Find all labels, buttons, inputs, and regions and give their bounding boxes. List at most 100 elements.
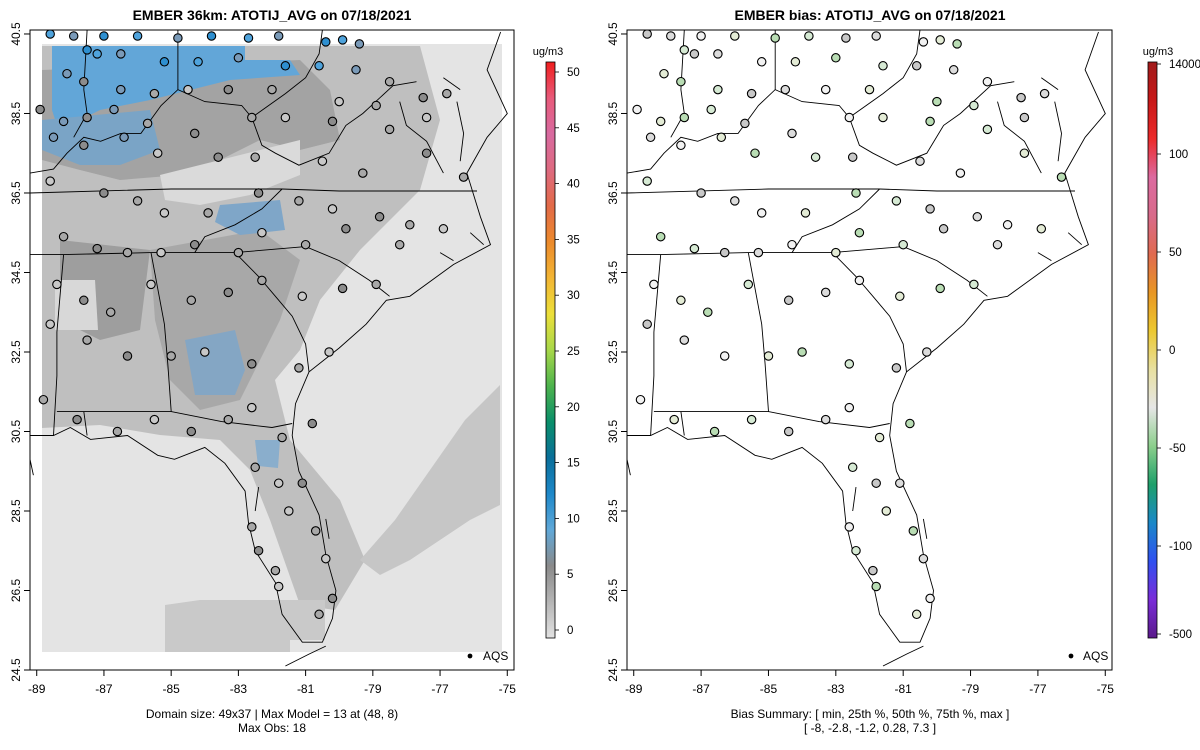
aqs-site-marker xyxy=(314,609,324,620)
bias-site-marker xyxy=(679,112,690,123)
x-tick-label: -83 xyxy=(230,682,248,696)
aqs-site-marker xyxy=(253,188,264,198)
aqs-site-marker xyxy=(273,31,284,41)
aqs-site-marker xyxy=(152,148,163,158)
state-border-line xyxy=(627,30,921,174)
y-tick-label: 36.5 xyxy=(606,181,620,205)
aqs-site-marker xyxy=(132,31,143,41)
bias-site-marker xyxy=(756,208,767,218)
bias-site-marker xyxy=(642,30,652,39)
model-dark-south xyxy=(150,230,300,410)
right-plot-frame xyxy=(626,29,1113,671)
coastline-detail xyxy=(1041,77,1059,90)
bias-site-marker xyxy=(1036,224,1047,234)
bias-site-marker xyxy=(878,112,888,123)
bias-site-marker xyxy=(831,53,841,63)
bias-site-marker xyxy=(659,68,669,79)
bias-site-marker xyxy=(854,227,865,238)
bias-site-marker xyxy=(730,196,740,206)
aqs-site-marker xyxy=(142,118,153,129)
bias-site-marker xyxy=(932,96,942,107)
y-tick-label: 38.5 xyxy=(606,101,620,125)
bias-site-marker xyxy=(918,553,929,564)
y-tick-label: 24.5 xyxy=(9,658,23,682)
right-colorbar-ramp xyxy=(1147,61,1158,639)
aqs-site-marker xyxy=(297,291,308,302)
colorbar-tick-label: 50 xyxy=(567,67,580,79)
y-tick-label: 38.5 xyxy=(9,101,23,125)
bias-site-marker xyxy=(820,287,831,298)
aqs-site-marker xyxy=(280,61,291,71)
aqs-site-marker xyxy=(247,402,257,413)
coastline-detail xyxy=(456,101,465,162)
x-tick-label: -85 xyxy=(760,682,778,696)
state-border-line xyxy=(832,252,907,372)
aqs-site-marker xyxy=(112,426,123,437)
bias-site-marker xyxy=(935,283,945,294)
aqs-site-marker xyxy=(334,96,344,107)
aqs-site-marker xyxy=(206,31,217,41)
bias-site-marker xyxy=(783,295,794,306)
colorbar-tick-label: 15 xyxy=(567,458,580,470)
aqs-site-marker xyxy=(166,351,176,361)
bias-site-marker xyxy=(649,279,659,290)
coastline-detail xyxy=(922,518,928,539)
aqs-site-marker xyxy=(317,156,328,166)
bias-site-marker xyxy=(719,247,730,258)
y-tick-label: 34.5 xyxy=(9,260,23,284)
bias-site-marker xyxy=(935,35,945,45)
bias-site-marker xyxy=(895,478,905,488)
bias-site-marker xyxy=(797,347,807,357)
bias-site-marker xyxy=(635,394,646,405)
aqs-site-marker xyxy=(371,100,381,111)
aqs-site-marker xyxy=(52,279,62,290)
aqs-site-marker xyxy=(223,287,234,298)
aqs-site-marker xyxy=(193,57,203,67)
aqs-site-marker xyxy=(35,104,45,115)
x-tick-label: -89 xyxy=(28,682,46,696)
bias-site-marker xyxy=(810,152,821,162)
bias-site-marker xyxy=(874,432,885,443)
bias-site-marker xyxy=(655,231,666,242)
aqs-site-marker xyxy=(79,295,89,306)
aqs-site-marker xyxy=(92,243,102,254)
aqs-site-marker xyxy=(92,49,102,59)
left-colorbar-unit: ug/m3 xyxy=(533,46,564,58)
bias-site-marker xyxy=(719,351,730,361)
aqs-site-marker xyxy=(38,394,49,405)
bias-site-marker xyxy=(854,275,865,286)
state-border-line xyxy=(747,252,769,412)
bias-site-marker xyxy=(679,45,690,55)
aqs-site-marker xyxy=(321,553,331,564)
aqs-site-marker xyxy=(273,581,284,592)
bias-site-marker xyxy=(1039,88,1050,99)
aqs-site-marker xyxy=(173,33,183,43)
aqs-site-marker xyxy=(79,140,89,151)
aqs-site-marker xyxy=(156,247,166,258)
bias-site-marker xyxy=(676,140,686,151)
aqs-site-marker xyxy=(189,239,200,250)
bias-site-marker xyxy=(831,247,841,258)
bias-site-marker xyxy=(911,609,922,620)
aqs-site-marker xyxy=(324,347,334,357)
state-border-line xyxy=(653,411,890,428)
model-blue-west xyxy=(42,110,160,165)
x-tick-label: -79 xyxy=(364,682,382,696)
y-tick-label: 40.5 xyxy=(606,22,620,46)
aqs-site-marker xyxy=(247,522,257,532)
bias-site-marker xyxy=(992,239,1003,250)
aqs-site-marker xyxy=(48,132,59,143)
aqs-site-marker xyxy=(79,76,89,87)
right-footer-line2: [ -8, -2.8, -1.2, 0.28, 7.3 ] xyxy=(804,721,936,735)
state-border-line xyxy=(30,31,508,643)
x-tick-label: -85 xyxy=(162,682,180,696)
aqs-site-marker xyxy=(62,68,72,79)
bias-site-marker xyxy=(871,478,881,488)
state-border-line xyxy=(56,411,293,428)
state-border-line xyxy=(194,188,283,253)
bias-site-marker xyxy=(908,526,919,536)
x-tick-label: -77 xyxy=(431,682,449,696)
aqs-site-marker xyxy=(223,414,234,425)
colorbar-tick-label: 40 xyxy=(567,179,580,191)
aqs-site-marker xyxy=(294,363,304,373)
